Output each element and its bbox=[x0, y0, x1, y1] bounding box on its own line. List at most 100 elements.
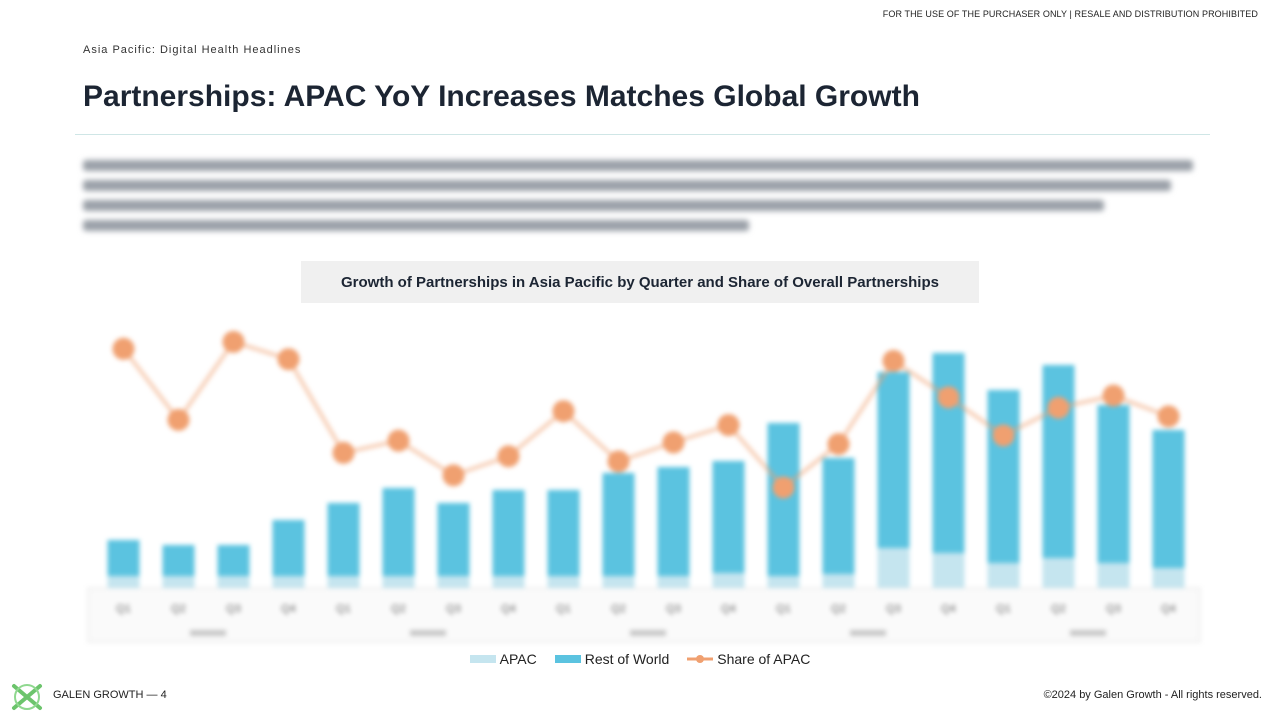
line-marker bbox=[717, 414, 740, 437]
bar-segment bbox=[657, 467, 690, 576]
bar-segment bbox=[492, 576, 525, 588]
bar-segment bbox=[547, 576, 580, 588]
bar-segment bbox=[1042, 558, 1075, 588]
x-tick-label: Q2 bbox=[391, 603, 406, 615]
line-marker bbox=[277, 348, 300, 371]
bar-segment bbox=[327, 503, 360, 576]
bar-segment bbox=[272, 576, 305, 588]
notice: FOR THE USE OF THE PURCHASER ONLY | RESA… bbox=[882, 9, 1258, 19]
bar-segment bbox=[1097, 405, 1130, 563]
bar-segment bbox=[547, 490, 580, 576]
x-tick-label: Q1 bbox=[776, 603, 791, 615]
line-marker bbox=[937, 386, 960, 409]
line-marker bbox=[387, 429, 410, 452]
line-marker bbox=[442, 464, 465, 487]
x-tick-label: Q4 bbox=[941, 603, 956, 615]
x-tick-label: Q4 bbox=[1161, 603, 1176, 615]
bar-segment bbox=[162, 576, 195, 588]
bar-segment bbox=[107, 576, 140, 588]
plot-area: Q1 Q2 Q3 Q4 Q1 Q2 Q3 Q4 Q1 Q2 Q3 Q4 Q1 Q2 Q3 Q4 Q1 Q2 Q3 Q4 bbox=[87, 330, 1201, 643]
line-marker bbox=[827, 433, 850, 456]
x-tick-label: Q2 bbox=[831, 603, 846, 615]
x-tick-label: Q3 bbox=[886, 603, 901, 615]
footer-brand: GALEN GROWTH — 4 bbox=[53, 689, 167, 701]
legend-label: Rest of World bbox=[584, 651, 670, 667]
bar-segment bbox=[217, 576, 250, 588]
chart: Q1 Q2 Q3 Q4 Q1 Q2 Q3 Q4 Q1 Q2 Q3 Q4 Q1 Q2 Q3 Q4 Q1 Q2 Q3 Q4 bbox=[87, 330, 1201, 643]
bar-segment bbox=[1152, 430, 1185, 568]
page-number: 4 bbox=[160, 689, 167, 701]
brand: GALEN GROWTH bbox=[53, 689, 144, 701]
bar-segment bbox=[1097, 563, 1130, 588]
line-marker bbox=[607, 450, 630, 473]
legend-item: APAC bbox=[469, 651, 537, 667]
divider bbox=[75, 134, 1210, 135]
line-marker bbox=[662, 431, 685, 454]
bar-segment bbox=[327, 576, 360, 588]
bar-segment bbox=[492, 490, 525, 576]
bar-segment bbox=[162, 545, 195, 576]
x-tick-label: Q3 bbox=[226, 603, 241, 615]
chart-title: Growth of Partnerships in Asia Pacific b… bbox=[301, 261, 979, 303]
x-tick-label: Q1 bbox=[336, 603, 351, 615]
line-marker bbox=[222, 330, 245, 353]
bar-segment bbox=[987, 563, 1020, 588]
line-marker bbox=[1047, 396, 1070, 419]
line-marker bbox=[1157, 405, 1180, 428]
blurred-paragraph bbox=[83, 160, 1193, 240]
copyright: ©2024 by Galen Growth - All rights reser… bbox=[1043, 689, 1262, 701]
legend-label: Share of APAC bbox=[717, 651, 811, 667]
bar-segment bbox=[272, 520, 305, 576]
line-marker bbox=[112, 337, 135, 360]
year-label bbox=[190, 630, 226, 636]
line bbox=[121, 339, 1170, 491]
bar-segment bbox=[712, 573, 745, 588]
bar-segment bbox=[217, 545, 250, 576]
line-marker bbox=[332, 441, 355, 464]
year-label bbox=[410, 630, 446, 636]
year-label bbox=[1070, 630, 1106, 636]
bar-segment bbox=[1152, 568, 1185, 588]
bar-segment bbox=[382, 576, 415, 588]
kicker: Asia Pacific: Digital Health Headlines bbox=[83, 44, 302, 56]
x-tick-label: Q1 bbox=[556, 603, 571, 615]
bar-segment bbox=[1042, 365, 1075, 558]
bar-segment bbox=[437, 576, 470, 588]
x-tick-label: Q1 bbox=[116, 603, 131, 615]
line-marker bbox=[1102, 384, 1125, 407]
legend-label: APAC bbox=[499, 651, 537, 667]
legend-item: Share of APAC bbox=[687, 651, 810, 667]
line-marker bbox=[992, 424, 1015, 447]
bar-segment bbox=[602, 473, 635, 576]
year-label bbox=[630, 630, 666, 636]
legend: APAC Rest of World Share of APAC bbox=[0, 651, 1280, 667]
x-tick-label: Q3 bbox=[1106, 603, 1121, 615]
bar-segment bbox=[657, 576, 690, 588]
bar-segment bbox=[382, 488, 415, 576]
bar-segment bbox=[877, 548, 910, 588]
legend-item: Rest of World bbox=[554, 651, 670, 667]
bar-segment bbox=[822, 574, 855, 588]
bar-segment bbox=[767, 423, 800, 576]
bar-segment bbox=[987, 390, 1020, 563]
x-tick-label: Q3 bbox=[666, 603, 681, 615]
bar-segment bbox=[932, 353, 965, 553]
line-marker bbox=[772, 476, 795, 499]
x-tick-label: Q4 bbox=[281, 603, 296, 615]
line-marker bbox=[167, 408, 190, 431]
line-marker bbox=[497, 445, 520, 468]
x-tick-label: Q4 bbox=[501, 603, 516, 615]
year-label bbox=[850, 630, 886, 636]
bar-segment bbox=[877, 372, 910, 548]
x-tick-label: Q2 bbox=[1051, 603, 1066, 615]
x-tick-label: Q2 bbox=[611, 603, 626, 615]
x-tick-label: Q3 bbox=[446, 603, 461, 615]
slide-title: Partnerships: APAC YoY Increases Matches… bbox=[83, 80, 920, 113]
line-marker bbox=[552, 400, 575, 423]
bar-segment bbox=[437, 503, 470, 576]
logo bbox=[12, 684, 42, 710]
bar-segment bbox=[602, 576, 635, 588]
bar-segment bbox=[712, 461, 745, 573]
x-tick-label: Q2 bbox=[171, 603, 186, 615]
